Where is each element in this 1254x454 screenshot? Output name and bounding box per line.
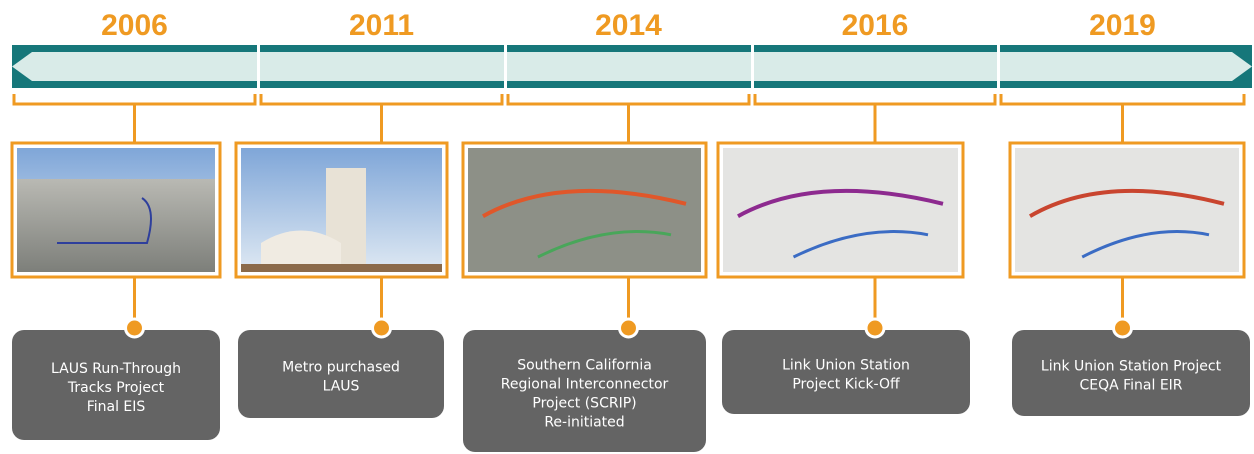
photo <box>12 143 220 277</box>
bracket <box>14 94 255 143</box>
caption-line: LAUS Run-Through <box>51 361 181 377</box>
bracket <box>508 94 749 143</box>
photo <box>718 143 963 277</box>
dot <box>373 319 391 337</box>
photo <box>1010 143 1244 277</box>
year: 2016 <box>842 9 909 42</box>
caption-line: Regional Interconnector <box>501 377 669 393</box>
bracket <box>1001 94 1244 143</box>
photo-map <box>1015 148 1239 272</box>
caption-line: Project (SCRIP) <box>532 396 636 412</box>
photo <box>463 143 706 277</box>
caption-line: Tracks Project <box>67 380 165 396</box>
photo-map <box>723 148 958 272</box>
bracket <box>261 94 502 143</box>
photo-base <box>241 264 442 272</box>
year: 2014 <box>595 9 662 42</box>
dot <box>126 319 144 337</box>
caption-line: Link Union Station <box>782 358 910 374</box>
photo-ground <box>17 179 215 272</box>
caption-line: Metro purchased <box>282 360 400 376</box>
year: 2019 <box>1089 9 1156 42</box>
caption-line: Project Kick-Off <box>792 377 900 393</box>
year: 2006 <box>101 9 168 42</box>
timeline-arrow <box>12 52 1252 81</box>
caption-line: CEQA Final EIR <box>1079 378 1182 394</box>
caption-line: Re-initiated <box>544 415 624 431</box>
caption-line: Final EIS <box>87 399 146 415</box>
caption-line: Southern California <box>517 358 652 374</box>
dot <box>620 319 638 337</box>
dot <box>866 319 884 337</box>
photo <box>236 143 447 277</box>
timeline: 2006 LAUS Run-Through Tracks Project Final … <box>0 0 1254 454</box>
dot <box>1114 319 1132 337</box>
photo-map <box>468 148 701 272</box>
page: 2006 LAUS Run-Through Tracks Project Final … <box>0 0 1254 454</box>
caption-line: Link Union Station Project <box>1041 359 1222 375</box>
bracket <box>755 94 995 143</box>
caption-line: LAUS <box>323 379 360 395</box>
year: 2011 <box>349 9 414 42</box>
